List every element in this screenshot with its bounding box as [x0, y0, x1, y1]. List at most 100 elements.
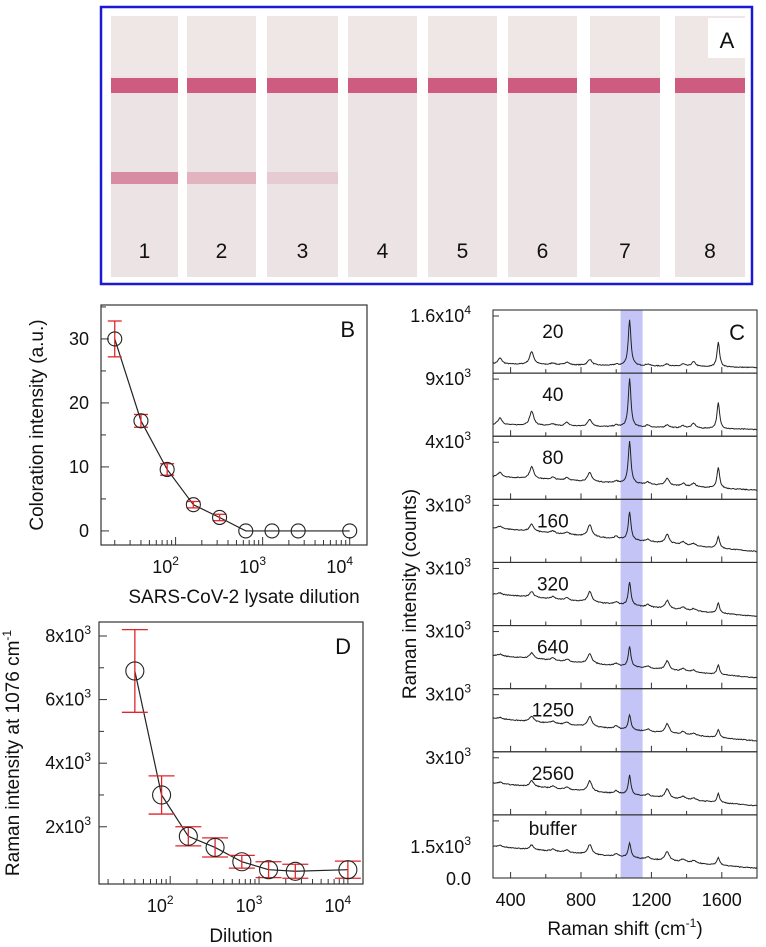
y-tick-label-exponent: 3 [84, 750, 91, 764]
x-axis-title-sup: -1 [686, 916, 697, 930]
strip-label: 8 [704, 240, 716, 263]
y-tick-label-exponent: 3 [84, 623, 91, 637]
data-point [133, 413, 149, 429]
test-strip: 2 [187, 16, 256, 277]
x-tick-label-exponent: 2 [167, 893, 174, 907]
x-axis-title-end: ) [696, 919, 702, 940]
y-tick-label-base: 2x10 [45, 817, 84, 837]
y-tick-label-base: 3x10 [425, 558, 464, 578]
data-point [212, 509, 228, 526]
panel-a-test-strips: 1 2 3 4 5 6 7 8 A [99, 5, 754, 286]
y-tick-label-zero: 0.0 [446, 869, 471, 889]
plot-frame [98, 621, 364, 885]
spectrum-line [492, 713, 758, 742]
x-tick-label-exponent: 2 [172, 554, 179, 568]
x-tick-label-base: 10 [147, 896, 167, 916]
data-line [114, 338, 350, 532]
data-point [232, 852, 252, 872]
y-tick-label: 3x103 [425, 682, 471, 705]
spectrum-label: 160 [537, 511, 569, 532]
strip-label: 7 [619, 240, 631, 263]
x-tick-label: 103 [236, 893, 263, 916]
y-axis-title-text: Raman intensity at 1076 cm [3, 641, 24, 877]
y-tick-label-base: 3x10 [425, 495, 464, 515]
strip-label: 2 [216, 240, 228, 263]
data-point [290, 523, 306, 539]
y-tick-label-exponent: 3 [464, 745, 471, 759]
y-tick-label: 4x103 [45, 750, 91, 773]
data-point [338, 860, 358, 880]
strip-top [348, 16, 417, 76]
y-axis-title-text: Coloration intensity (a.u.) [27, 319, 48, 530]
spectrum-line [492, 841, 758, 870]
data-line [134, 670, 348, 872]
strip-top [508, 16, 577, 76]
data-point [185, 497, 201, 513]
x-tick-label-base: 10 [239, 557, 259, 577]
y-tick-label: 30 [69, 329, 89, 349]
spectrum-label: 80 [542, 448, 563, 469]
x-tick-label: 800 [566, 890, 596, 910]
x-tick-label-base: 10 [236, 896, 256, 916]
y-tick-label: 1.6x104 [410, 303, 471, 326]
spectrum-label: 40 [542, 385, 563, 406]
y-tick-label-base: 4x10 [45, 753, 84, 773]
strip-top [267, 16, 338, 76]
data-point [125, 661, 145, 681]
x-axis-title-text: Raman shift (cm [547, 919, 685, 940]
x-tick-label-exponent: 4 [345, 893, 352, 907]
spectrum-line [492, 441, 757, 491]
x-tick-label-base: 10 [152, 557, 172, 577]
panel-label: C [729, 320, 745, 345]
control-line [187, 78, 256, 93]
strip-label: 1 [139, 240, 151, 263]
data-point [238, 523, 254, 539]
panel-label: D [335, 634, 351, 659]
x-tick-label: 104 [325, 893, 352, 916]
test-strip: 3 [267, 16, 338, 277]
x-tick-label-exponent: 3 [256, 893, 263, 907]
y-tick-label: 10 [69, 457, 89, 477]
strip-label: 5 [457, 240, 469, 263]
y-tick-label-exponent: 3 [464, 366, 471, 380]
y-axis-title: Raman intensity (counts) [400, 489, 421, 699]
panel-a-label-bg [708, 18, 746, 58]
y-tick-label-base: 3x10 [425, 685, 464, 705]
test-strip: 7 [590, 16, 660, 277]
control-line [267, 78, 338, 93]
control-line [508, 78, 577, 93]
x-axis-title: Raman shift (cm-1) [547, 916, 702, 940]
strip-label: 6 [537, 240, 549, 263]
y-tick-label: 4x103 [425, 429, 471, 452]
spectrum-label: buffer [529, 819, 578, 840]
x-tick-label: 102 [152, 554, 179, 577]
strip-top [187, 16, 256, 76]
y-tick-label: 0 [79, 521, 89, 541]
test-line [111, 172, 178, 184]
y-tick-label-base: 1.5x10 [410, 837, 464, 857]
data-point [107, 331, 123, 347]
y-tick-label: 6x103 [45, 687, 91, 710]
spectrum-line [492, 646, 758, 679]
panel-d-raman-intensity-chart: 102 103 1042x1034x1036x1038x103DDilutionRa… [0, 621, 364, 947]
y-tick-label-base: 1.6x10 [410, 306, 464, 326]
spectrum-label: 20 [542, 322, 563, 343]
y-tick-label-base: 6x10 [45, 690, 84, 710]
y-tick-label-exponent: 3 [84, 814, 91, 828]
y-tick-label: 9x103 [425, 366, 471, 389]
x-tick-label: 102 [147, 893, 174, 916]
test-strip: 6 [508, 16, 577, 277]
x-tick-label: 1600 [702, 890, 742, 910]
y-tick-label-exponent: 3 [464, 834, 471, 848]
control-line [348, 78, 417, 93]
y-tick-label: 20 [69, 393, 89, 413]
x-tick-label: 103 [239, 554, 266, 577]
data-point [205, 837, 225, 857]
plot-frame [100, 304, 368, 546]
strip-label: 3 [297, 240, 309, 263]
data-point [285, 861, 305, 881]
spectrum-label: 2560 [532, 764, 574, 785]
y-tick-label: 2x103 [45, 814, 91, 837]
y-tick-label: 1.5x103 [410, 834, 471, 857]
